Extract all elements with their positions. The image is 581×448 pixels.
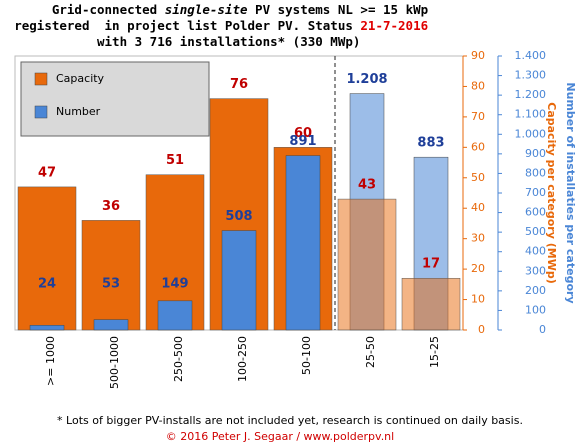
capacity-bar	[401, 277, 461, 331]
y2-tick-label: 400	[525, 245, 546, 258]
legend	[20, 61, 210, 137]
legend-label: Capacity	[56, 72, 105, 85]
x-tick-label: >= 1000	[44, 336, 57, 386]
number-bar	[221, 230, 257, 331]
y-tick-label: 50	[471, 171, 485, 184]
title-part: 21-7-2016	[360, 18, 428, 33]
y-tick-label: 60	[471, 140, 485, 153]
y-tick-label: 30	[471, 232, 485, 245]
y-tick-label: 70	[471, 110, 485, 123]
capacity-label: 36	[102, 199, 120, 214]
title-part: single-site	[165, 2, 248, 17]
y2-tick-label: 100	[525, 303, 546, 316]
y2-tick-label: 1.300	[515, 69, 547, 82]
number-bar	[285, 155, 321, 331]
y-tick-label: 80	[471, 79, 485, 92]
y2-tick-label: 800	[525, 166, 546, 179]
capacity-label: 76	[230, 77, 248, 92]
credit: © 2016 Peter J. Segaar / www.polderpv.nl	[166, 430, 394, 443]
x-tick-label: 100-250	[236, 336, 249, 382]
capacity-label: 17	[422, 257, 440, 272]
y-tick-label: 20	[471, 262, 485, 275]
y2-tick-label: 200	[525, 284, 546, 297]
capacity-bar	[337, 198, 397, 331]
legend-swatch	[34, 105, 48, 119]
y2-tick-label: 500	[525, 225, 546, 238]
x-tick-label: 25-50	[364, 336, 377, 368]
number-label: 883	[417, 136, 444, 151]
y2-tick-label: 300	[525, 264, 546, 277]
number-bar	[93, 319, 129, 331]
number-bar	[157, 300, 193, 331]
capacity-label: 43	[358, 178, 376, 193]
number-label: 508	[225, 209, 252, 224]
footnote: * Lots of bigger PV-installs are not inc…	[57, 414, 523, 427]
chart-title: Grid-connected single-site PV systems NL…	[14, 2, 466, 49]
capacity-label: 51	[166, 153, 184, 168]
legend-swatch	[34, 72, 48, 86]
title-part: with 3 716 installations* (330 MWp)	[97, 34, 360, 49]
y2-tick-label: 600	[525, 206, 546, 219]
y-tick-label: 40	[471, 201, 485, 214]
number-label: 1.208	[346, 72, 387, 87]
y-axis-title: Capacity per category (MWp)	[545, 102, 558, 283]
capacity-label: 60	[294, 126, 312, 141]
x-tick-label: 250-500	[172, 336, 185, 382]
number-label: 149	[161, 277, 188, 292]
x-tick-label: 50-100	[300, 336, 313, 375]
y2-tick-label: 1.100	[515, 108, 547, 121]
number-label: 24	[38, 277, 56, 292]
capacity-bar	[17, 186, 77, 331]
capacity-label: 47	[38, 165, 56, 180]
y2-tick-label: 1.200	[515, 88, 547, 101]
legend-label: Number	[56, 105, 101, 118]
y2-tick-label: 900	[525, 147, 546, 160]
number-bar	[29, 325, 65, 331]
title-part: PV systems NL >= 15 kWp	[248, 2, 429, 17]
y-tick-label: 0	[478, 323, 485, 336]
x-tick-label: 500-1000	[108, 336, 121, 389]
title-part: Grid-connected	[52, 2, 165, 17]
y-tick-label: 10	[471, 293, 485, 306]
y2-axis-title: Number of installaties per category	[564, 82, 577, 303]
y2-tick-label: 1.400	[515, 49, 547, 62]
y-tick-label: 90	[471, 49, 485, 62]
number-label: 53	[102, 277, 120, 292]
capacity-bar	[81, 220, 141, 331]
title-part: registered in project list Polder PV. St…	[14, 18, 360, 33]
number-label: 891	[289, 134, 316, 149]
y2-tick-label: 0	[539, 323, 546, 336]
y2-tick-label: 1.000	[515, 127, 547, 140]
y2-tick-label: 700	[525, 186, 546, 199]
x-tick-label: 15-25	[428, 336, 441, 368]
